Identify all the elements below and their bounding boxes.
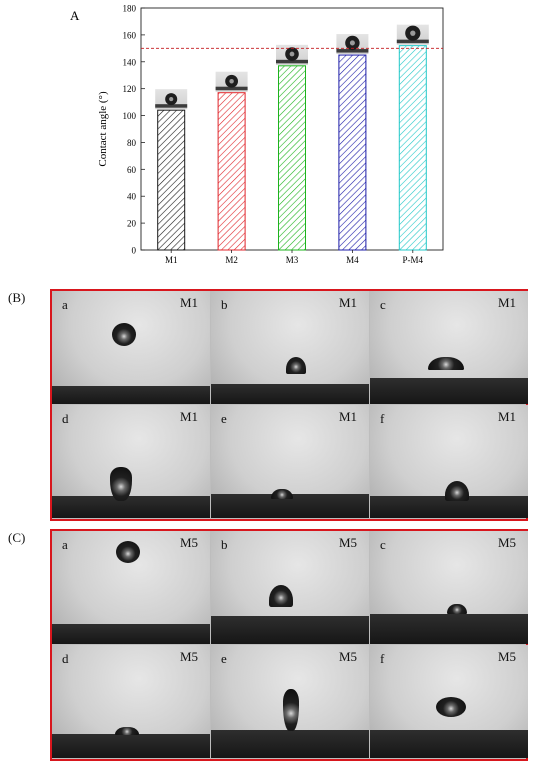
grid-b-photo-a: a M1 [52, 291, 210, 404]
y-tick-label: 60 [127, 165, 137, 175]
sample-label: M1 [497, 295, 516, 310]
droplet-inset-m3 [276, 44, 308, 65]
substrate-surface [52, 734, 210, 758]
water-droplet [447, 604, 467, 614]
photo-letter: f [380, 651, 385, 666]
x-tick-label-m1: M1 [165, 255, 178, 265]
y-tick-label: 0 [132, 246, 137, 256]
panel-label-b: (B) [8, 290, 26, 305]
y-axis-label: Contact angle (°) [97, 91, 109, 167]
y-tick-label: 180 [123, 4, 137, 14]
substrate-surface [370, 378, 528, 404]
grid-c-photo-d: d M5 [52, 645, 210, 758]
droplet-inset-m1 [155, 89, 188, 110]
photo-letter: b [221, 297, 228, 312]
substrate-surface [370, 496, 528, 518]
sample-label: M1 [338, 409, 357, 424]
substrate-surface [52, 496, 210, 518]
grid-b-photo-e: e M1 [211, 405, 369, 518]
grid-b-photo-d: d M1 [52, 405, 210, 518]
photo-letter: e [221, 411, 227, 426]
y-tick-label: 20 [127, 219, 137, 229]
sample-label: M5 [497, 535, 516, 550]
image-grid-c: a M5 b M5 c M5 d M5 e M5 f M5 [50, 529, 528, 761]
y-tick-label: 140 [123, 57, 137, 67]
substrate-surface [52, 624, 210, 644]
sample-label: M5 [179, 649, 198, 664]
x-axis-ticks: M1 M2 M3 M4 P-M4 [165, 250, 424, 265]
sample-label: M1 [497, 409, 516, 424]
water-droplet [269, 585, 293, 607]
substrate-surface [211, 384, 369, 404]
x-tick-label-m3: M3 [286, 255, 299, 265]
photo-letter: a [62, 297, 68, 312]
bar-p-m4 [398, 45, 427, 251]
x-tick-label-m2: M2 [225, 255, 238, 265]
x-tick-label-m4: M4 [346, 255, 359, 265]
grid-c-photo-b: b M5 [211, 531, 369, 644]
y-axis-ticks: 0 20 40 60 80 100 120 140 160 180 [123, 4, 145, 256]
droplet-inset-m4 [336, 34, 369, 55]
water-droplet [115, 727, 139, 735]
droplet-inset-m2 [215, 71, 248, 92]
grid-b-photo-b: b M1 [211, 291, 369, 404]
grid-b-photo-c: c M1 [370, 291, 528, 404]
water-droplet [436, 697, 466, 717]
water-droplet [286, 357, 306, 374]
bar-m3 [278, 65, 306, 251]
y-tick-label: 120 [123, 84, 137, 94]
panel-label-c: (C) [8, 530, 26, 545]
bars [155, 24, 429, 251]
panel-label-a: A [70, 8, 80, 23]
bar-m4 [338, 54, 367, 251]
substrate-surface [52, 386, 210, 404]
water-droplet [110, 467, 132, 501]
grid-c-photo-c: c M5 [370, 531, 528, 644]
grid-c-photo-a: a M5 [52, 531, 210, 644]
photo-letter: f [380, 411, 385, 426]
water-droplet [112, 323, 136, 346]
water-droplet [283, 689, 299, 731]
bar-m2 [217, 92, 246, 251]
photo-letter: d [62, 411, 69, 426]
photo-letter: e [221, 651, 227, 666]
substrate-surface [211, 616, 369, 644]
photo-letter: c [380, 537, 386, 552]
image-grid-b: a M1 b M1 c M1 d M1 e M1 f M1 [50, 289, 528, 521]
substrate-surface [370, 730, 528, 758]
sample-label: M5 [179, 535, 198, 550]
substrate-surface [211, 730, 369, 758]
sample-label: M1 [179, 295, 198, 310]
x-tick-label-p-m4: P-M4 [403, 255, 424, 265]
sample-label: M5 [497, 649, 516, 664]
water-droplet [116, 541, 140, 563]
sample-label: M1 [338, 295, 357, 310]
y-tick-label: 100 [123, 111, 137, 121]
substrate-surface [370, 614, 528, 644]
sample-label: M5 [338, 535, 357, 550]
grid-c-photo-e: e M5 [211, 645, 369, 758]
photo-letter: b [221, 537, 228, 552]
photo-letter: a [62, 537, 68, 552]
sample-label: M5 [338, 649, 357, 664]
photo-background [52, 291, 210, 404]
y-tick-label: 160 [123, 30, 137, 40]
y-tick-label: 80 [127, 138, 137, 148]
water-droplet [428, 357, 464, 370]
photo-letter: c [380, 297, 386, 312]
bar-m1 [157, 109, 186, 251]
grid-c-photo-f: f M5 [370, 645, 528, 758]
y-tick-label: 40 [127, 192, 137, 202]
water-droplet [445, 481, 469, 501]
droplet-inset-p-m4 [396, 24, 429, 45]
grid-b-photo-f: f M1 [370, 405, 528, 518]
photo-letter: d [62, 651, 69, 666]
sample-label: M1 [179, 409, 198, 424]
water-droplet [271, 489, 293, 499]
